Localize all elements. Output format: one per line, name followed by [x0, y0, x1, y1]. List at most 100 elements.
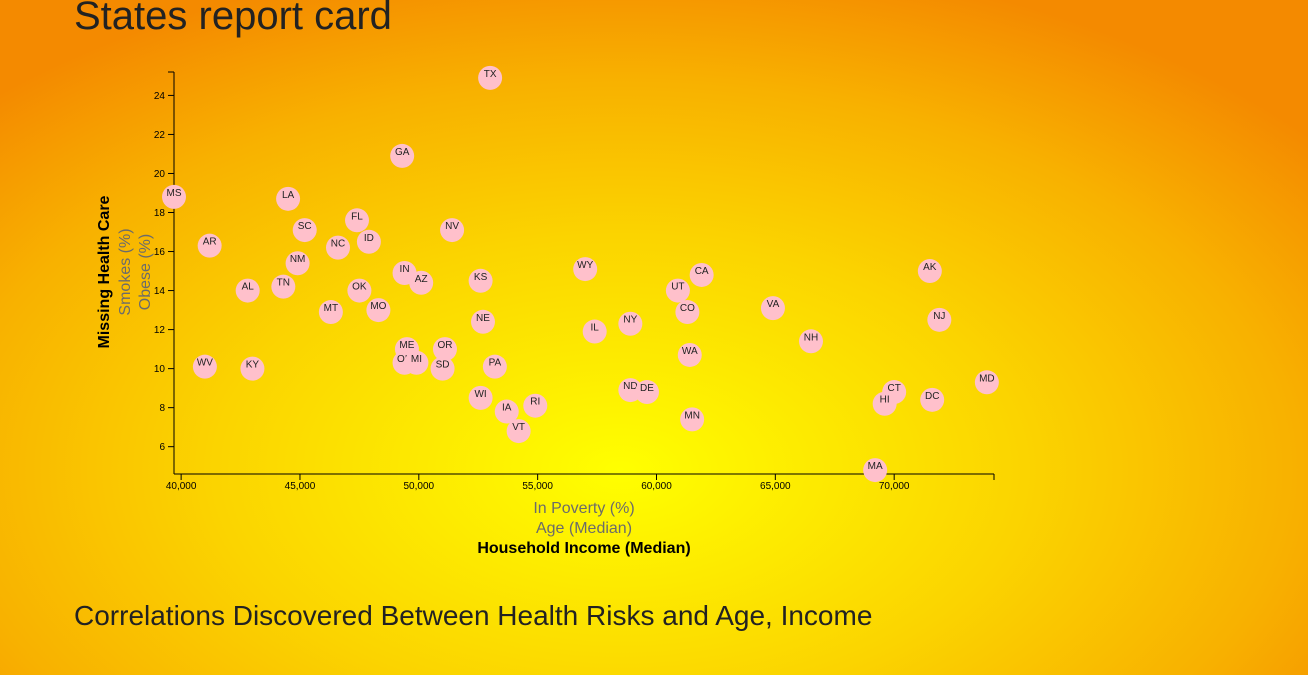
state-marker[interactable]: [634, 380, 659, 405]
state-marker[interactable]: [494, 399, 519, 424]
state-marker[interactable]: [760, 296, 785, 321]
state-marker[interactable]: [506, 419, 531, 444]
state-point-dc[interactable]: DC: [920, 387, 945, 412]
state-point-sc[interactable]: SC: [292, 218, 317, 243]
state-marker[interactable]: [404, 350, 429, 375]
state-point-ms[interactable]: MS: [162, 184, 186, 209]
y-tick-label: 12: [154, 325, 166, 336]
x-axis-option-1[interactable]: Age (Median): [536, 520, 632, 537]
state-point-or[interactable]: OR: [432, 337, 457, 362]
state-point-va[interactable]: VA: [760, 296, 785, 321]
state-marker[interactable]: [356, 229, 381, 254]
state-marker[interactable]: [366, 298, 391, 323]
state-marker[interactable]: [478, 65, 503, 90]
state-point-pa[interactable]: PA: [482, 354, 507, 379]
state-point-ri[interactable]: RI: [523, 393, 548, 418]
state-marker[interactable]: [665, 278, 690, 303]
y-axis-option-0[interactable]: Missing Health Care: [96, 195, 113, 348]
state-point-nv[interactable]: NV: [440, 218, 465, 243]
state-point-wi[interactable]: WI: [468, 385, 493, 410]
state-marker[interactable]: [523, 393, 548, 418]
state-marker[interactable]: [927, 307, 952, 332]
state-marker[interactable]: [573, 257, 598, 282]
state-marker[interactable]: [920, 387, 945, 412]
state-marker[interactable]: [440, 218, 465, 243]
state-point-wv[interactable]: WV: [192, 354, 217, 379]
state-point-sd[interactable]: SD: [430, 356, 455, 381]
state-marker[interactable]: [326, 235, 350, 260]
state-point-wa[interactable]: WA: [677, 342, 702, 367]
state-point-la[interactable]: LA: [276, 186, 301, 211]
state-point-co[interactable]: CO: [675, 300, 700, 325]
state-marker[interactable]: [675, 300, 700, 325]
x-axis-option-0[interactable]: In Poverty (%): [533, 500, 634, 517]
state-point-nj[interactable]: NJ: [927, 307, 952, 332]
state-point-mi[interactable]: MI: [404, 350, 429, 375]
state-point-wy[interactable]: WY: [573, 257, 598, 282]
state-point-ky[interactable]: KY: [240, 356, 265, 381]
state-point-tn[interactable]: TN: [271, 274, 296, 299]
state-point-hi[interactable]: HI: [872, 391, 897, 416]
state-marker[interactable]: [347, 278, 372, 303]
state-point-mn[interactable]: MN: [680, 407, 705, 432]
state-point-de[interactable]: DE: [634, 380, 659, 405]
state-point-al[interactable]: AL: [235, 278, 260, 303]
state-point-id[interactable]: ID: [356, 229, 381, 254]
state-point-ak[interactable]: AK: [917, 259, 942, 284]
state-marker[interactable]: [618, 311, 643, 336]
state-marker[interactable]: [974, 370, 999, 395]
state-marker[interactable]: [276, 186, 301, 211]
state-point-il[interactable]: IL: [582, 319, 607, 344]
y-tick-label: 20: [154, 169, 166, 180]
state-marker[interactable]: [318, 300, 343, 325]
state-marker[interactable]: [677, 342, 702, 367]
state-point-ia[interactable]: IA: [494, 399, 519, 424]
state-marker[interactable]: [192, 354, 217, 379]
state-point-ma[interactable]: MA: [863, 458, 888, 483]
state-marker[interactable]: [271, 274, 296, 299]
state-marker[interactable]: [470, 309, 495, 334]
state-point-ar[interactable]: AR: [197, 233, 222, 258]
state-marker[interactable]: [285, 251, 310, 276]
state-marker[interactable]: [390, 143, 415, 168]
state-point-md[interactable]: MD: [974, 370, 999, 395]
state-marker[interactable]: [468, 268, 493, 293]
state-marker[interactable]: [863, 458, 888, 483]
state-point-nc[interactable]: NC: [326, 235, 350, 260]
state-point-fl[interactable]: FL: [345, 208, 370, 233]
state-point-mo[interactable]: MO: [366, 298, 391, 323]
state-marker[interactable]: [430, 356, 455, 381]
state-marker[interactable]: [240, 356, 265, 381]
state-marker[interactable]: [917, 259, 942, 284]
state-point-ny[interactable]: NY: [618, 311, 643, 336]
state-point-nm[interactable]: NM: [285, 251, 310, 276]
y-axis-option-1[interactable]: Smokes (%): [117, 228, 134, 315]
state-point-ut[interactable]: UT: [665, 278, 690, 303]
state-point-ga[interactable]: GA: [390, 143, 415, 168]
state-marker[interactable]: [432, 337, 457, 362]
state-marker[interactable]: [409, 270, 434, 295]
state-point-mt[interactable]: MT: [318, 300, 343, 325]
state-marker[interactable]: [468, 385, 493, 410]
state-point-ks[interactable]: KS: [468, 268, 493, 293]
state-marker[interactable]: [345, 208, 370, 233]
state-point-tx[interactable]: TX: [478, 65, 503, 90]
state-marker[interactable]: [689, 262, 714, 287]
state-marker[interactable]: [872, 391, 897, 416]
state-point-ne[interactable]: NE: [470, 309, 495, 334]
state-marker[interactable]: [235, 278, 260, 303]
state-point-ok[interactable]: OK: [347, 278, 372, 303]
state-marker[interactable]: [292, 218, 317, 243]
y-axis-option-2[interactable]: Obese (%): [137, 234, 154, 310]
state-marker[interactable]: [162, 184, 186, 209]
state-marker[interactable]: [798, 329, 823, 354]
state-marker[interactable]: [582, 319, 607, 344]
x-axis-option-2[interactable]: Household Income (Median): [477, 540, 690, 557]
state-marker[interactable]: [482, 354, 507, 379]
state-marker[interactable]: [197, 233, 222, 258]
state-point-ca[interactable]: CA: [689, 262, 714, 287]
state-point-az[interactable]: AZ: [409, 270, 434, 295]
state-marker[interactable]: [680, 407, 705, 432]
state-point-nh[interactable]: NH: [798, 329, 823, 354]
state-point-vt[interactable]: VT: [506, 419, 531, 444]
